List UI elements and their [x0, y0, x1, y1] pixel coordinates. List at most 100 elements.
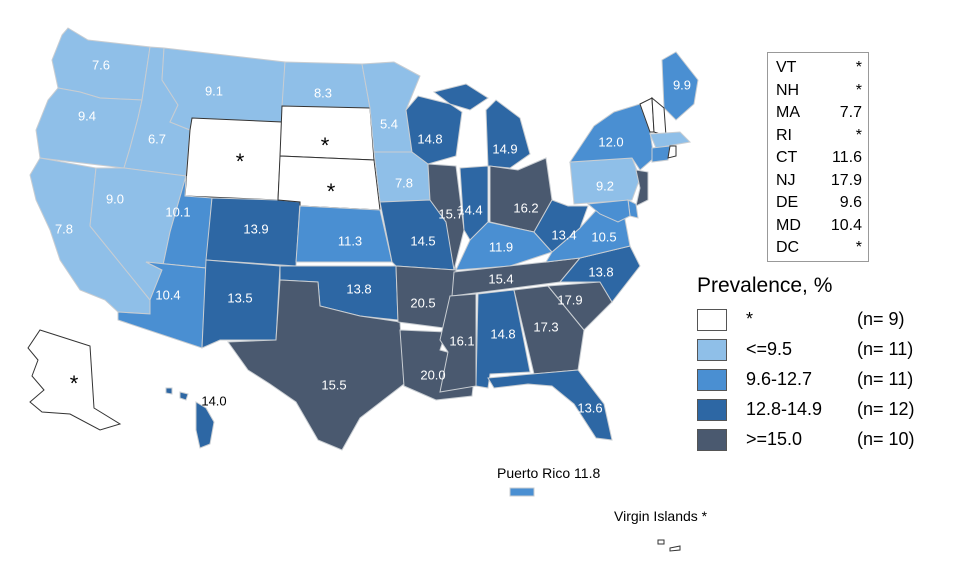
state-va [545, 205, 631, 263]
inset-row-vt: VT * [776, 59, 866, 83]
state-label-ia: 7.8 [395, 175, 413, 190]
inset-row-nh: NH * [776, 82, 866, 106]
inset-state-abbr: DE [776, 194, 799, 211]
legend-count: (n= 11) [857, 369, 914, 389]
inset-row-nj: NJ 17.9 [776, 172, 866, 196]
legend-item: 9.6-12.7 (n= 11) [697, 369, 947, 393]
inset-state-abbr: MD [776, 216, 801, 234]
state-label-nc: 13.8 [588, 264, 613, 279]
state-label-fl: 13.6 [577, 400, 602, 415]
inset-state-value: 17.9 [830, 171, 862, 189]
inset-row-ma: MA 7.7 [776, 104, 866, 128]
state-wi [405, 95, 463, 165]
state-or [35, 87, 143, 169]
state-shapes [27, 27, 699, 552]
state-label-la: 20.0 [420, 367, 445, 382]
state-ak [27, 329, 122, 431]
state-label-tx: 15.5 [321, 377, 346, 392]
state-label-mo: 14.5 [410, 233, 435, 248]
state-fl [487, 369, 613, 441]
inset-state-abbr: RI [776, 126, 792, 144]
state-label-nm: 13.5 [227, 290, 252, 305]
legend-range: 12.8-14.9 [746, 399, 823, 419]
state-ny [569, 103, 655, 171]
state-label-ks: 11.3 [338, 233, 362, 248]
state-label-ga: 17.3 [533, 319, 558, 334]
state-label-ky: 11.9 [489, 239, 513, 254]
state-ri [667, 145, 677, 159]
state-label-il: 15.7 [438, 206, 463, 221]
state-ga [513, 285, 585, 375]
state-label-hi: 14.0 [201, 393, 226, 408]
inset-state-value: * [855, 239, 862, 256]
state-ma [649, 131, 692, 149]
legend-count: (n= 11) [857, 339, 914, 359]
inset-state-abbr: NH [776, 81, 800, 99]
state-tx [227, 279, 405, 451]
state-il [427, 163, 465, 271]
state-label-az: 10.4 [155, 287, 180, 302]
legend-count: (n= 12) [857, 399, 915, 419]
inset-row-ri: RI * [776, 127, 866, 151]
legend-item: <=9.5 (n= 11) [697, 339, 947, 363]
state-mt [161, 47, 286, 131]
legend-range: >=15.0 [746, 429, 803, 449]
inset-state-value: 10.4 [830, 216, 862, 234]
state-value-labels: 7.6 9.4 7.8 6.7 9.0 9.1 * 10.1 10.4 13.9 13.5 8.3 * *… [55, 57, 691, 415]
state-label-pa: 9.2 [596, 178, 614, 193]
legend-title: Prevalence, % [697, 274, 833, 297]
inset-state-value: * [855, 59, 862, 76]
inset-row-de: DE 9.6 [776, 194, 866, 218]
state-label-me: 9.9 [673, 77, 691, 92]
state-wv [533, 199, 589, 253]
state-label-ny: 12.0 [598, 134, 623, 149]
inset-state-abbr: CT [776, 149, 798, 166]
state-label-nv: 9.0 [106, 191, 124, 206]
small-states-inset-table: VT * NH * MA 7.7 RI * CT 11.6 NJ 17.9 DE 9.6 MD 10.4 DC * [767, 52, 869, 262]
inset-state-value: * [855, 126, 862, 144]
state-label-ms: 16.1 [449, 333, 474, 348]
state-hi [165, 387, 215, 449]
state-label-wa: 7.6 [92, 57, 110, 72]
inset-row-ct: CT 11.6 [776, 149, 866, 173]
legend-item: >=15.0 (n= 10) [697, 429, 947, 453]
legend-range: * [746, 309, 754, 329]
state-label-or: 9.4 [78, 108, 96, 123]
legend-item: 12.8-14.9 (n= 12) [697, 399, 947, 423]
state-label-va: 10.5 [591, 229, 616, 244]
legend-swatch [697, 339, 727, 361]
inset-state-value: * [855, 81, 862, 99]
state-label-co: 13.9 [243, 221, 268, 236]
state-label-al: 14.8 [490, 326, 515, 341]
inset-state-abbr: MA [776, 104, 800, 121]
state-md [586, 199, 631, 223]
state-label-in: 14.4 [457, 202, 482, 217]
state-wy [184, 117, 283, 201]
inset-row-dc: DC * [776, 239, 866, 263]
state-ct [651, 145, 671, 163]
state-label-mi: 14.9 [492, 141, 517, 156]
state-label-ak: * [70, 371, 79, 396]
legend-swatch [697, 399, 727, 421]
legend-count: (n= 9) [857, 309, 905, 329]
state-label-sd: * [321, 133, 330, 158]
state-label-tn: 15.4 [488, 271, 513, 286]
legend-swatch [697, 429, 727, 451]
legend-range: 9.6-12.7 [746, 369, 813, 389]
inset-state-value: 11.6 [832, 149, 862, 166]
inset-state-abbr: VT [776, 59, 797, 76]
state-label-ar: 20.5 [410, 295, 435, 310]
legend-item: * (n= 9) [697, 309, 947, 333]
state-ms [439, 293, 477, 393]
legend-swatch [697, 369, 727, 391]
state-label-mn: 5.4 [380, 116, 398, 131]
inset-state-value: 9.6 [839, 194, 862, 211]
inset-state-abbr: DC [776, 239, 800, 256]
inset-state-value: 7.7 [839, 104, 862, 121]
legend-range: <=9.5 [746, 339, 793, 359]
state-nj [635, 169, 649, 207]
state-label-id: 6.7 [148, 131, 166, 146]
state-label-ut: 10.1 [165, 204, 190, 219]
